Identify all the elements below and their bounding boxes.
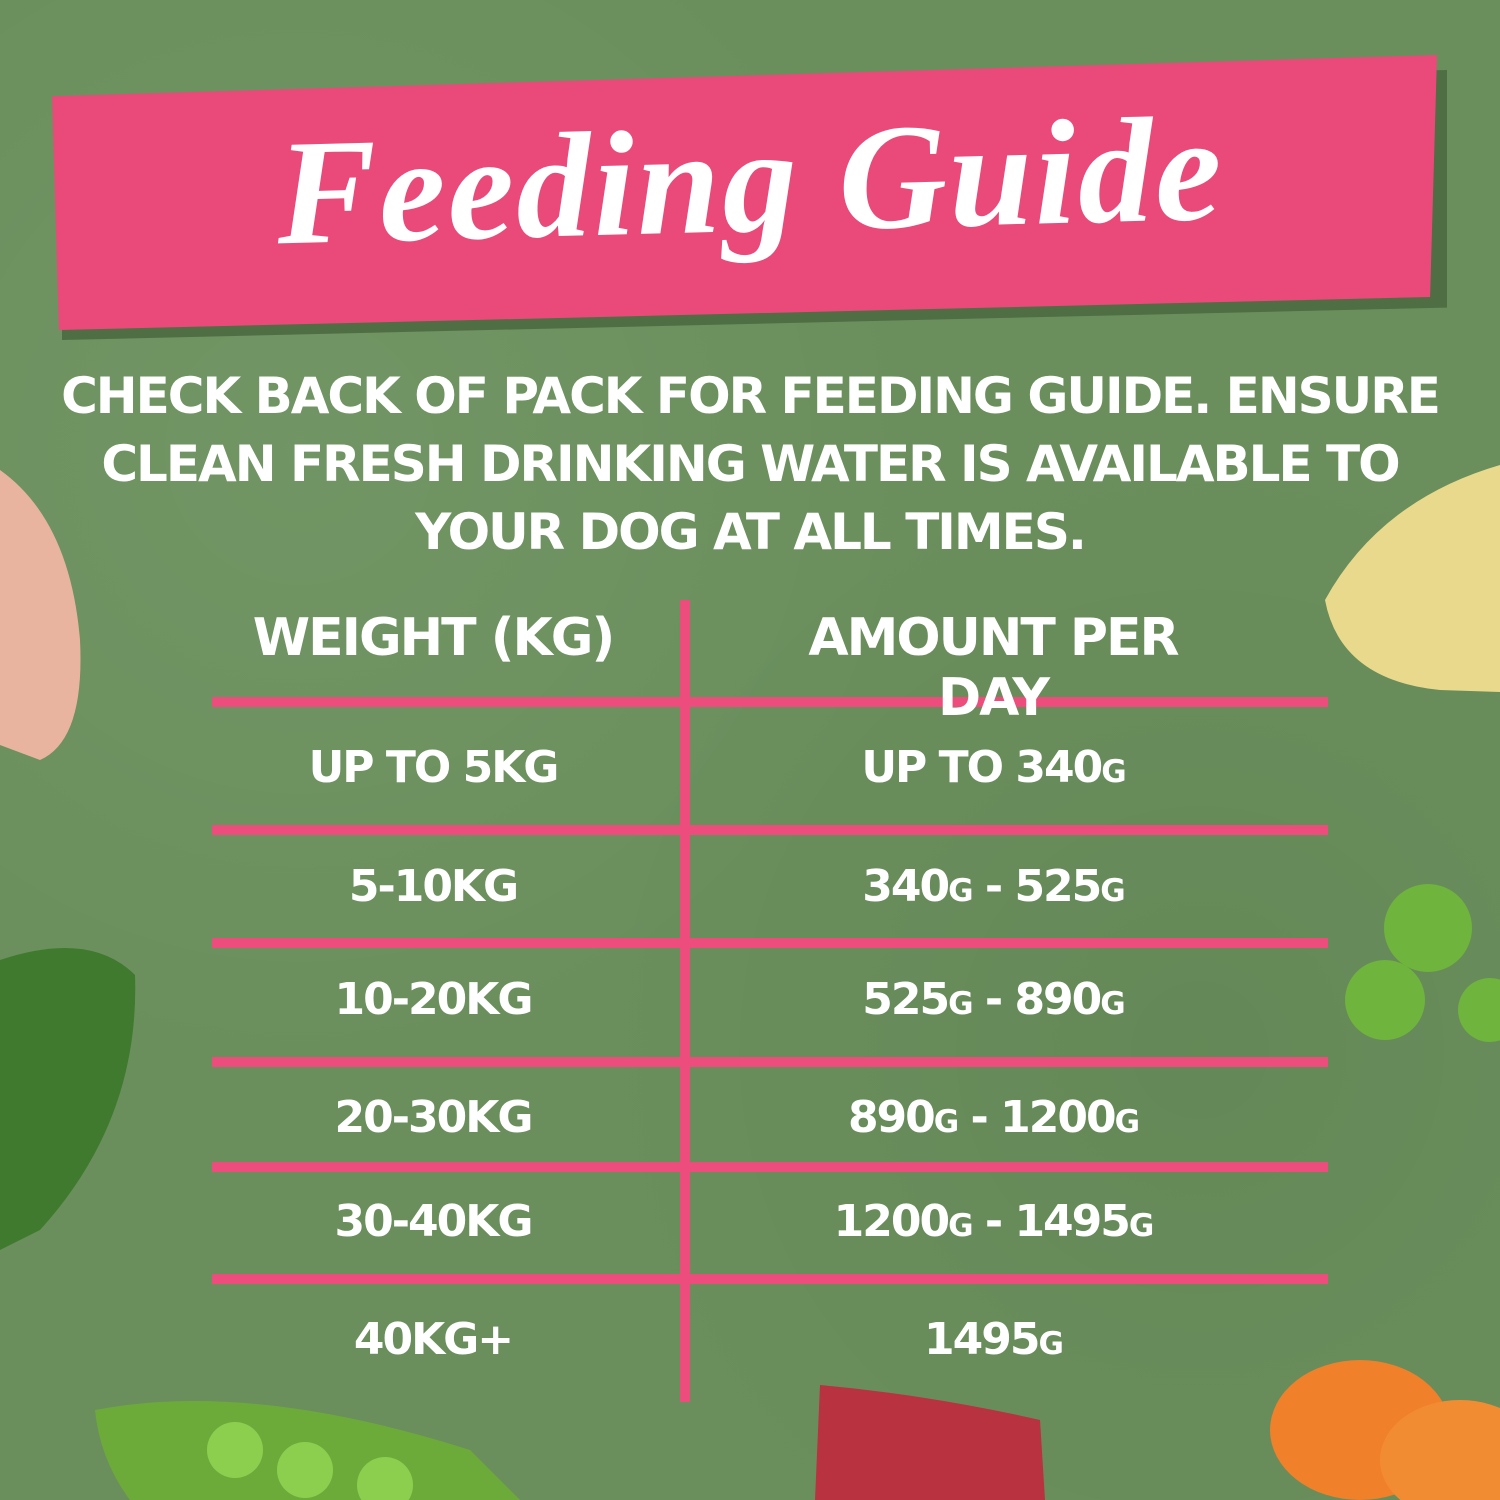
header-amount: AMOUNT PER DAY <box>808 608 1179 728</box>
pea-image <box>207 1422 263 1478</box>
row-divider <box>212 1057 1328 1067</box>
intro-line: CLEAN FRESH DRINKING WATER IS AVAILABLE … <box>101 435 1400 493</box>
amount-cell: UP TO 340g <box>861 742 1126 793</box>
pea-image <box>1384 884 1472 972</box>
weight-cell: 10-20KG <box>334 974 534 1025</box>
weight-cell: 20-30KG <box>334 1092 534 1143</box>
intro-line: CHECK BACK OF PACK FOR FEEDING GUIDE. EN… <box>61 367 1441 425</box>
pea-image <box>1345 960 1425 1040</box>
row-divider <box>212 1162 1328 1172</box>
row-divider <box>212 825 1328 835</box>
weight-cell: 5-10KG <box>348 861 519 912</box>
row-divider <box>212 938 1328 948</box>
spinach-leaf-image <box>0 948 136 1250</box>
chicken-image <box>0 470 81 760</box>
potato-image <box>1325 465 1500 692</box>
pea-image <box>357 1457 413 1500</box>
intro-line: YOUR DOG AT ALL TIMES. <box>415 503 1087 561</box>
intro-text: CHECK BACK OF PACK FOR FEEDING GUIDE. EN… <box>60 362 1441 566</box>
title-banner <box>52 55 1437 330</box>
carrot-image <box>1380 1400 1500 1500</box>
weight-cell: 30-40KG <box>334 1196 534 1247</box>
pea-image <box>277 1442 333 1498</box>
row-divider <box>212 1274 1328 1284</box>
amount-cell: 340g - 525g <box>862 861 1125 912</box>
amount-cell: 525g - 890g <box>862 974 1125 1025</box>
weight-cell: UP TO 5KG <box>308 742 560 793</box>
amount-cell: 890g - 1200g <box>847 1092 1140 1143</box>
column-divider <box>680 600 690 1402</box>
header-weight: WEIGHT (KG) <box>252 608 616 668</box>
weight-cell: 40KG+ <box>353 1314 514 1365</box>
amount-cell: 1495g <box>924 1314 1064 1365</box>
pea-image <box>1458 978 1500 1042</box>
row-divider <box>212 697 1328 707</box>
meat-image <box>815 1385 1045 1500</box>
amount-cell: 1200g - 1495g <box>833 1196 1155 1247</box>
